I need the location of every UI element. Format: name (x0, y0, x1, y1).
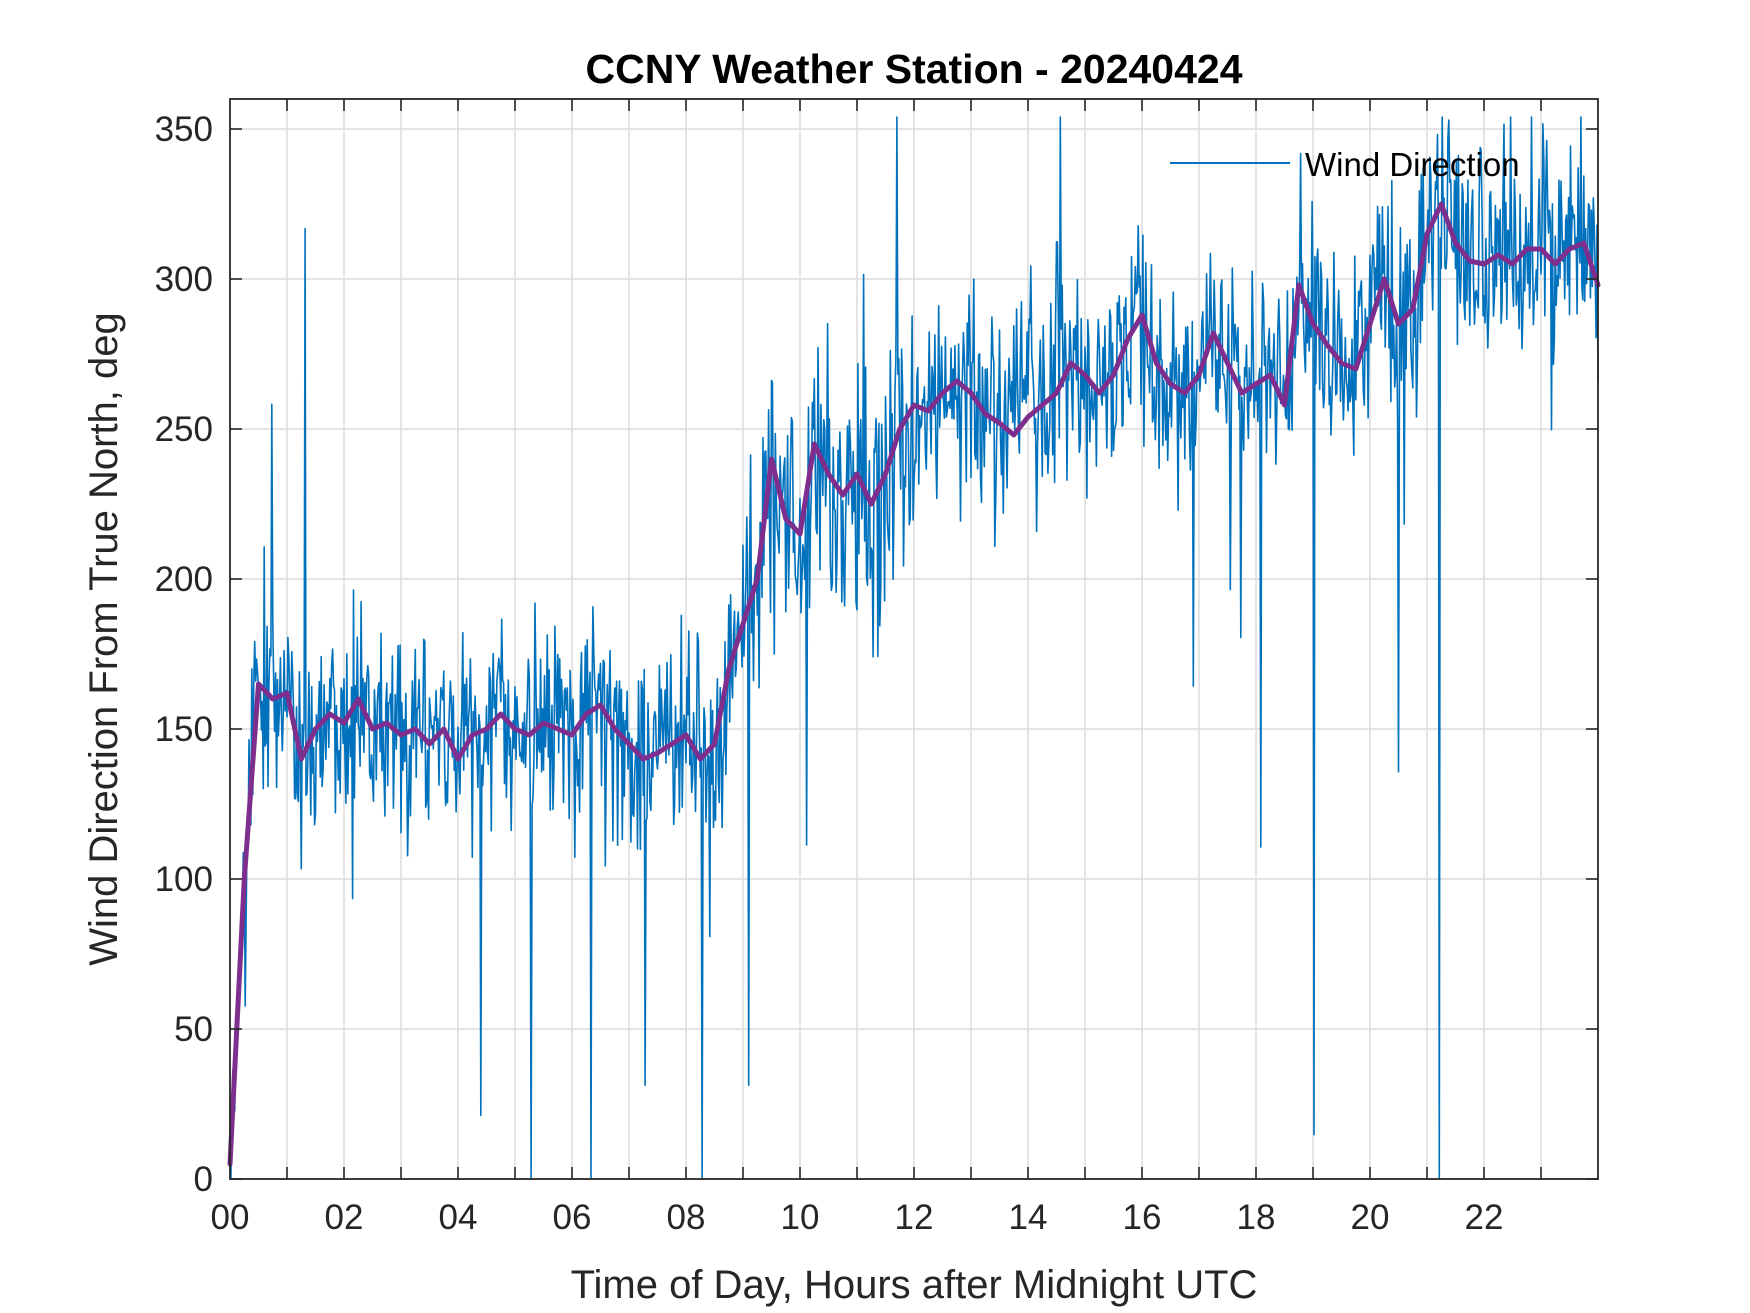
legend-label-wind-direction: Wind Direction (1305, 146, 1520, 183)
x-tick-label: 00 (211, 1198, 250, 1237)
y-tick-labels: 0 50 100 150 200 250 300 350 (155, 110, 213, 1199)
y-tick-label: 250 (155, 410, 213, 449)
y-axis-label: Wind Direction From True North, deg (82, 312, 126, 966)
moving-average-series (227, 201, 1601, 1167)
x-tick-label: 16 (1123, 1198, 1162, 1237)
x-tick-labels: 00 02 04 06 08 10 12 14 16 18 20 22 (211, 1198, 1504, 1237)
x-tick-label: 06 (553, 1198, 592, 1237)
wind-direction-line (229, 116, 1599, 1180)
x-tick-label: 18 (1237, 1198, 1276, 1237)
y-tick-label: 350 (155, 110, 213, 149)
wind-direction-series (229, 116, 1599, 1180)
moving-average-line (227, 201, 1601, 1167)
y-tick-label: 0 (194, 1160, 213, 1199)
chart-title: CCNY Weather Station - 20240424 (585, 46, 1242, 92)
x-tick-label: 14 (1009, 1198, 1048, 1237)
y-tick-label: 150 (155, 710, 213, 749)
x-tick-label: 08 (667, 1198, 706, 1237)
y-tick-label: 50 (174, 1010, 213, 1049)
x-tick-label: 04 (439, 1198, 478, 1237)
x-axis-label: Time of Day, Hours after Midnight UTC (571, 1263, 1258, 1307)
axis-ticks (230, 99, 1598, 1180)
x-tick-label: 10 (781, 1198, 820, 1237)
y-tick-label: 300 (155, 260, 213, 299)
x-tick-label: 12 (895, 1198, 934, 1237)
y-tick-label: 200 (155, 560, 213, 599)
legend: Wind Direction (1170, 146, 1520, 183)
x-tick-label: 22 (1465, 1198, 1504, 1237)
y-tick-label: 100 (155, 860, 213, 899)
x-tick-label: 20 (1351, 1198, 1390, 1237)
x-tick-label: 02 (325, 1198, 364, 1237)
